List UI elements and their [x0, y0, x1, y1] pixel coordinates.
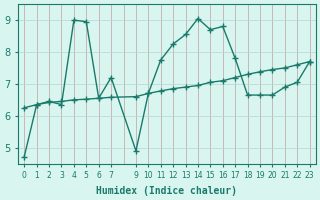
X-axis label: Humidex (Indice chaleur): Humidex (Indice chaleur) [96, 186, 237, 196]
